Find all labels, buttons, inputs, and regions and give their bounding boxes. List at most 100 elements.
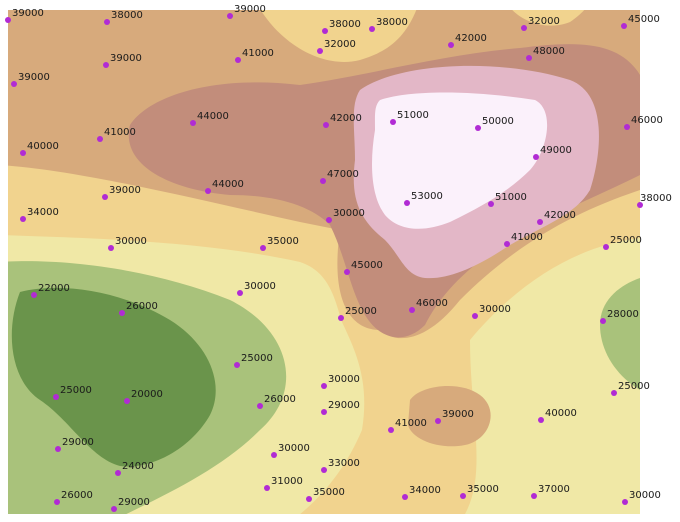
sample-point-marker	[124, 398, 130, 404]
sample-point-marker	[488, 201, 494, 207]
band-25000-east	[600, 278, 640, 390]
sample-point-marker	[190, 120, 196, 126]
sample-point-marker	[20, 150, 26, 156]
sample-point-label: 38000	[640, 193, 672, 204]
sample-point: 42000	[323, 113, 362, 128]
sample-point-label: 35000	[313, 487, 345, 498]
sample-point: 47000	[320, 169, 359, 184]
sample-point-marker	[102, 194, 108, 200]
sample-point: 30000	[108, 236, 147, 251]
sample-point-marker	[5, 17, 11, 23]
sample-point: 37000	[531, 484, 570, 499]
sample-point-marker	[271, 452, 277, 458]
sample-point-label: 41000	[395, 418, 427, 429]
sample-point-label: 39000	[234, 4, 266, 15]
sample-point-marker	[390, 119, 396, 125]
sample-point: 26000	[119, 301, 158, 316]
sample-point-marker	[472, 313, 478, 319]
sample-point-label: 25000	[60, 385, 92, 396]
sample-point-marker	[621, 23, 627, 29]
sample-point-marker	[108, 245, 114, 251]
sample-point-marker	[320, 178, 326, 184]
sample-point-marker	[237, 290, 243, 296]
sample-point: 32000	[317, 39, 356, 54]
sample-point: 41000	[388, 418, 427, 433]
sample-point: 40000	[20, 141, 59, 156]
sample-point-marker	[475, 125, 481, 131]
sample-point-marker	[404, 200, 410, 206]
sample-point: 25000	[338, 306, 377, 321]
sample-point-label: 39000	[12, 8, 44, 19]
sample-point-label: 29000	[328, 400, 360, 411]
sample-point-label: 35000	[267, 236, 299, 247]
sample-point-label: 30000	[479, 304, 511, 315]
sample-point: 39000	[435, 409, 474, 424]
sample-point-label: 47000	[327, 169, 359, 180]
sample-point: 30000	[237, 281, 276, 296]
sample-point-label: 38000	[111, 10, 143, 21]
sample-point-label: 29000	[62, 437, 94, 448]
sample-point: 33000	[321, 458, 360, 473]
sample-point: 48000	[526, 46, 565, 61]
sample-point: 26000	[54, 490, 93, 505]
sample-point: 35000	[306, 487, 345, 502]
sample-point-marker	[260, 245, 266, 251]
sample-point-label: 26000	[61, 490, 93, 501]
sample-point-marker	[97, 136, 103, 142]
sample-point-marker	[227, 13, 233, 19]
sample-point-label: 33000	[328, 458, 360, 469]
sample-point-label: 34000	[27, 207, 59, 218]
sample-point: 35000	[260, 236, 299, 251]
sample-point: 42000	[448, 33, 487, 48]
sample-point: 51000	[390, 110, 429, 125]
sample-point-marker	[104, 19, 110, 25]
sample-point-marker	[317, 48, 323, 54]
sample-point-label: 53000	[411, 191, 443, 202]
sample-point-marker	[603, 244, 609, 250]
sample-point-label: 46000	[631, 115, 663, 126]
sample-point: 45000	[621, 14, 660, 29]
sample-point-label: 50000	[482, 116, 514, 127]
sample-point-marker	[111, 506, 117, 512]
sample-point-marker	[205, 188, 211, 194]
sample-point: 51000	[488, 192, 527, 207]
sample-point: 39000	[5, 8, 44, 23]
sample-point-marker	[264, 485, 270, 491]
sample-point-label: 48000	[533, 46, 565, 57]
sample-point-label: 42000	[455, 33, 487, 44]
sample-point-label: 35000	[467, 484, 499, 495]
sample-point-label: 26000	[264, 394, 296, 405]
sample-point-label: 39000	[110, 53, 142, 64]
sample-point: 30000	[622, 490, 661, 505]
sample-point-marker	[235, 57, 241, 63]
sample-point-marker	[600, 318, 606, 324]
sample-point-marker	[321, 383, 327, 389]
sample-point-label: 34000	[409, 485, 441, 496]
sample-point-label: 32000	[528, 16, 560, 27]
sample-point: 30000	[321, 374, 360, 389]
sample-point-marker	[322, 28, 328, 34]
sample-point-marker	[257, 403, 263, 409]
sample-point-marker	[119, 310, 125, 316]
sample-point: 44000	[205, 179, 244, 194]
sample-point: 41000	[97, 127, 136, 142]
band-35000-north	[260, 10, 417, 62]
sample-point-marker	[326, 217, 332, 223]
sample-point-label: 40000	[545, 408, 577, 419]
sample-point-label: 39000	[109, 185, 141, 196]
sample-point: 32000	[521, 16, 560, 31]
sample-point-marker	[338, 315, 344, 321]
sample-points: 39000 38000 39000 38000 38000 32000 32000 45000…	[5, 4, 672, 512]
sample-point-marker	[402, 494, 408, 500]
sample-point: 38000	[104, 10, 143, 25]
sample-point: 42000	[537, 210, 576, 225]
sample-point-marker	[344, 269, 350, 275]
sample-point: 22000	[31, 283, 70, 298]
sample-point: 53000	[404, 191, 443, 206]
sample-point-marker	[20, 216, 26, 222]
band-35000-north-east	[512, 10, 585, 26]
sample-point: 29000	[111, 497, 150, 512]
sample-point-label: 29000	[118, 497, 150, 508]
sample-point: 29000	[321, 400, 360, 415]
sample-point-marker	[11, 81, 17, 87]
